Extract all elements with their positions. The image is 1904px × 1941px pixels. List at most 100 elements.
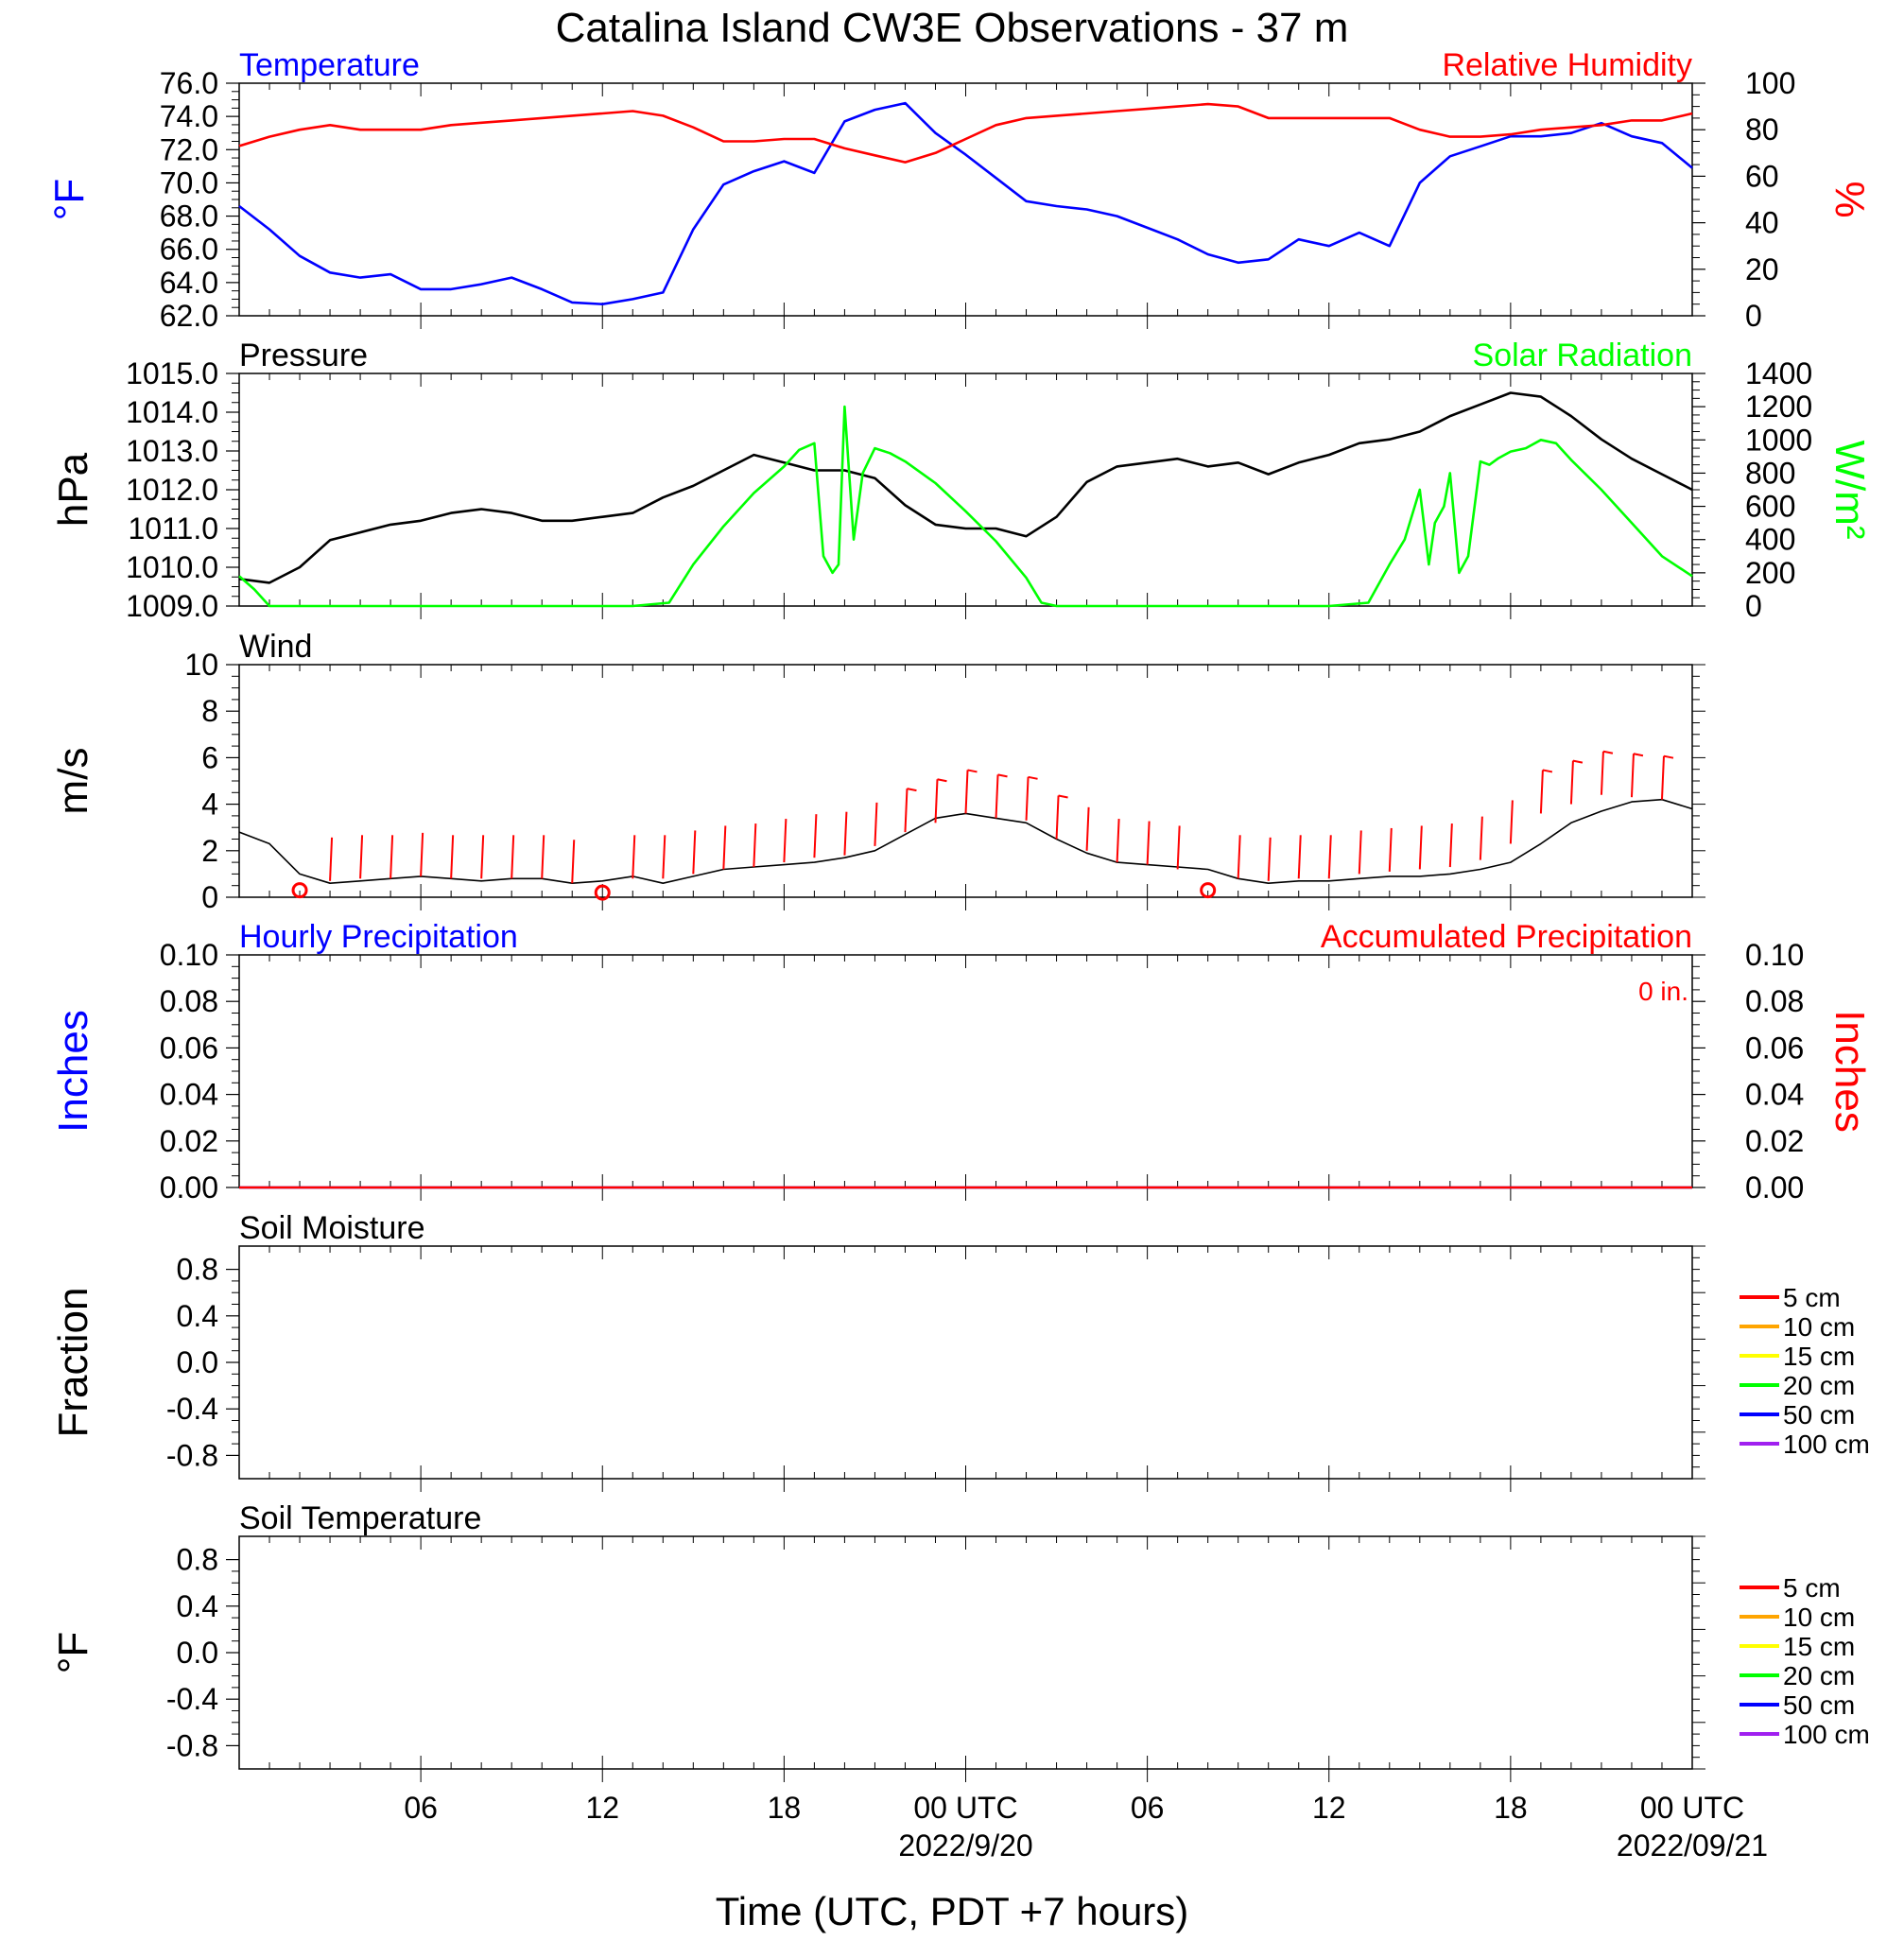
y-axis-label-left: m/s <box>50 748 96 815</box>
accumulated-total-label: 0 in. <box>1638 977 1688 1006</box>
wind-barb-flag <box>907 788 917 792</box>
y-tick-label-right: 0.10 <box>1745 938 1804 972</box>
wind-barb <box>874 802 878 846</box>
wind-barb <box>511 835 515 879</box>
y-tick-label-right: 20 <box>1745 252 1779 286</box>
y-axis-label-left: °F <box>46 179 93 220</box>
x-tick-label: 12 <box>1312 1791 1346 1825</box>
wind-barb-flag <box>997 773 1008 778</box>
wind-barb <box>1479 816 1483 860</box>
wind-barb-flag <box>1602 750 1614 754</box>
wind-barb-flag <box>967 769 978 773</box>
wind-barb <box>1539 770 1544 814</box>
wind-barb <box>1176 825 1181 870</box>
wind-barb-flag <box>937 778 947 783</box>
y-tick-label-left: 0 <box>201 880 218 914</box>
wind-barb <box>995 774 999 819</box>
series-line <box>238 102 1693 164</box>
x-tick-label: 00 UTC <box>913 1791 1017 1825</box>
wind-barb <box>722 825 727 870</box>
plot-frame <box>238 373 1693 607</box>
y-tick-label-left: 6 <box>201 740 218 774</box>
wind-barb <box>1297 835 1302 879</box>
wind-barb <box>1267 837 1272 881</box>
wind-barb-flag <box>1572 759 1584 764</box>
wind-barb <box>1085 806 1090 851</box>
legend-label: 50 cm <box>1783 1400 1855 1430</box>
panel-title-right: Accumulated Precipitation <box>1321 919 1692 955</box>
y-tick-label-left: 1014.0 <box>126 395 218 429</box>
series-line <box>238 405 1693 608</box>
y-tick-label-right: 200 <box>1745 556 1795 590</box>
wind-barb <box>1237 835 1241 879</box>
wind-barb <box>1327 835 1332 879</box>
wind-barb <box>1448 823 1453 868</box>
wind-barb-flag <box>1633 753 1644 757</box>
y-tick-label-left: 0.00 <box>160 1170 218 1204</box>
y-tick-label-left: 0.8 <box>177 1543 218 1577</box>
y-tick-label-left: 0.8 <box>177 1253 218 1287</box>
wind-calm-marker <box>291 882 308 899</box>
y-tick-label-left: 8 <box>201 694 218 728</box>
y-tick-label-right: 0.08 <box>1745 984 1804 1018</box>
wind-barb <box>1146 821 1151 865</box>
wind-barb <box>662 835 666 879</box>
y-tick-label-left: 1013.0 <box>126 434 218 468</box>
wind-barb <box>1569 760 1574 805</box>
wind-barb <box>692 830 697 875</box>
wind-calm-marker <box>1200 882 1217 899</box>
y-tick-label-right: 400 <box>1745 523 1795 557</box>
y-tick-label-right: 1200 <box>1745 390 1812 424</box>
plot-frame <box>238 1535 1693 1770</box>
wind-barb <box>480 835 485 879</box>
legend-label: 50 cm <box>1783 1690 1855 1720</box>
wind-barb <box>904 789 909 833</box>
legend-label: 20 cm <box>1783 1371 1855 1400</box>
y-tick-label-right: 0 <box>1745 589 1762 623</box>
y-tick-label-left: 1011.0 <box>129 511 219 546</box>
y-tick-label-left: 1015.0 <box>126 356 218 390</box>
y-tick-label-right: 40 <box>1745 206 1779 240</box>
wind-barb <box>1600 751 1604 795</box>
wind-barb <box>783 819 788 863</box>
x-date-label: 2022/9/20 <box>898 1828 1032 1863</box>
wind-barb <box>632 835 636 879</box>
y-axis-label-right: W/m² <box>1826 440 1873 539</box>
wind-barb <box>389 835 394 879</box>
wind-barb <box>1509 800 1514 844</box>
y-tick-label-left: 0.0 <box>177 1636 218 1670</box>
panel-title-left: Hourly Precipitation <box>239 919 518 955</box>
panel-title-left: Pressure <box>239 338 368 373</box>
y-tick-label-right: 0 <box>1745 299 1762 333</box>
legend-label: 10 cm <box>1783 1312 1855 1342</box>
wind-barb <box>1630 754 1635 798</box>
y-tick-label-left: 0.02 <box>160 1124 218 1158</box>
legend-label: 5 cm <box>1783 1283 1841 1312</box>
y-tick-label-left: 0.06 <box>160 1031 218 1065</box>
plot-frame <box>238 954 1693 1188</box>
wind-barb <box>843 811 848 856</box>
y-tick-label-left: 0.0 <box>177 1345 218 1379</box>
y-tick-label-left: -0.4 <box>166 1392 218 1426</box>
y-tick-label-left: 66.0 <box>160 233 218 267</box>
y-tick-label-left: 2 <box>201 834 218 868</box>
x-axis-label: Time (UTC, PDT +7 hours) <box>716 1889 1189 1933</box>
panel-wind: 0 2 4 6 8 10 Wind m/s <box>50 629 1705 914</box>
wind-barb <box>753 823 757 868</box>
panel-title-right: Relative Humidity <box>1442 47 1692 83</box>
y-tick-label-left: 0.10 <box>160 938 218 972</box>
wind-barb <box>450 835 455 879</box>
panels: 62.064.066.068.070.072.074.076.002040608… <box>46 47 1873 1782</box>
legend-label: 20 cm <box>1783 1661 1855 1690</box>
y-tick-label-left: 64.0 <box>160 266 218 300</box>
y-tick-label-left: 1012.0 <box>126 473 218 507</box>
panel-soil-moisture: -0.8 -0.4 0.0 0.4 0.8 Soil Moisture Fraction 5 … <box>50 1210 1870 1492</box>
y-tick-label-left: 0.4 <box>177 1299 218 1333</box>
x-tick-label: 06 <box>1131 1791 1165 1825</box>
y-axis-label-left: hPa <box>50 452 96 527</box>
panel-temperature-humidity: 62.064.066.068.070.072.074.076.0 0 20 40 60 8… <box>46 47 1873 333</box>
y-tick-label-left: 10 <box>184 648 218 682</box>
y-axis-label-left: Inches <box>50 1010 96 1133</box>
y-tick-label-left: 1009.0 <box>126 589 218 623</box>
